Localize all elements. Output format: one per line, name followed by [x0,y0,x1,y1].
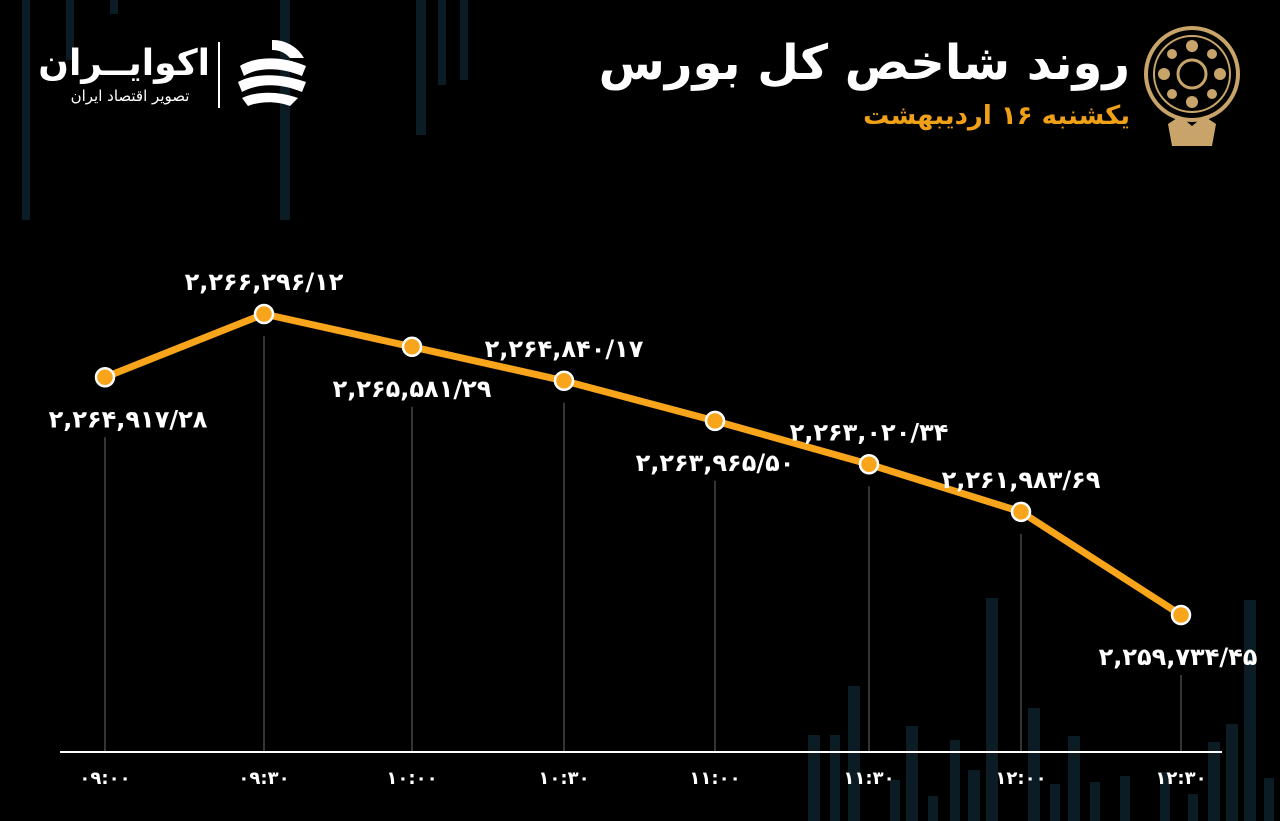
decor-bar [808,735,820,821]
brand-tagline: تصویر اقتصاد ایران [70,87,190,105]
decor-bar [950,740,960,821]
decor-bar [460,0,468,80]
data-point [401,336,423,358]
title-block: روند شاخص کل بورس یکشنبه ۱۶ اردیبهشت [599,30,1130,136]
data-label: ۲,۲۶۴,۹۱۷/۲۸ [49,405,208,433]
data-point [1170,604,1192,626]
data-label: ۲,۲۶۶,۲۹۶/۱۲ [185,268,344,296]
data-label: ۲,۲۶۱,۹۸۳/۶۹ [942,466,1101,494]
data-point [858,454,880,475]
stock-exchange-emblem-icon [1144,26,1240,146]
series-line [101,310,1185,619]
decor-bar [110,0,118,14]
data-label: ۲,۲۵۹,۷۳۴/۴۵ [1099,643,1258,671]
data-point [1010,501,1032,523]
decor-bar [22,0,30,220]
data-label: ۲,۲۶۳,۹۶۵/۵۰ [636,449,795,477]
data-point [253,303,275,325]
decor-bar [986,598,998,821]
decor-bar [1188,794,1198,821]
decor-bar [1068,736,1080,821]
data-label: ۲,۲۶۴,۸۴۰/۱۷ [485,335,644,363]
decor-bar [830,735,840,821]
x-tick-label: ۱۰:۰۰ [386,768,437,789]
x-tick-label: ۱۲:۰۰ [995,768,1046,789]
decor-bar [280,0,290,220]
data-label: ۲,۲۶۳,۰۲۰/۳۴ [790,418,949,446]
brand-name: اکوایــران [38,43,210,84]
data-point [94,367,116,388]
x-tick-label: ۱۱:۰۰ [689,768,740,789]
decor-bar [1226,724,1238,821]
decor-bar [438,0,446,85]
decor-bar [890,780,900,821]
x-tick-label: ۱۲:۳۰ [1155,768,1206,789]
decor-bar [928,796,938,821]
decor-bar [1120,776,1130,821]
decor-bar [66,0,74,60]
data-point [704,410,726,432]
page-title: روند شاخص کل بورس [598,35,1130,91]
brand-logo-icon [238,39,306,106]
decor-bar [1050,784,1060,821]
decor-bar [1208,742,1220,821]
decor-bar [848,686,860,821]
decor-bar [968,770,980,821]
x-tick-label: ۰۹:۰۰ [79,768,130,789]
data-point [553,370,575,392]
decor-bar [1160,772,1170,821]
brand: اکوایــران تصویر اقتصاد ایران [38,36,320,116]
decor-bar [1090,782,1100,821]
x-tick-label: ۰۹:۳۰ [238,768,289,789]
decor-bar [416,0,426,135]
x-tick-label: ۱۱:۳۰ [843,768,894,789]
decor-bar [906,726,918,821]
page-subtitle: یکشنبه ۱۶ اردیبهشت [863,101,1130,131]
decor-bar [1028,708,1040,821]
decor-bar [1244,600,1256,821]
brand-text: اکوایــران تصویر اقتصاد ایران [38,43,210,106]
x-tick-label: ۱۰:۳۰ [538,768,589,789]
data-label: ۲,۲۶۵,۵۸۱/۲۹ [333,375,492,403]
brand-divider [218,42,220,108]
decor-bar [1264,778,1274,821]
